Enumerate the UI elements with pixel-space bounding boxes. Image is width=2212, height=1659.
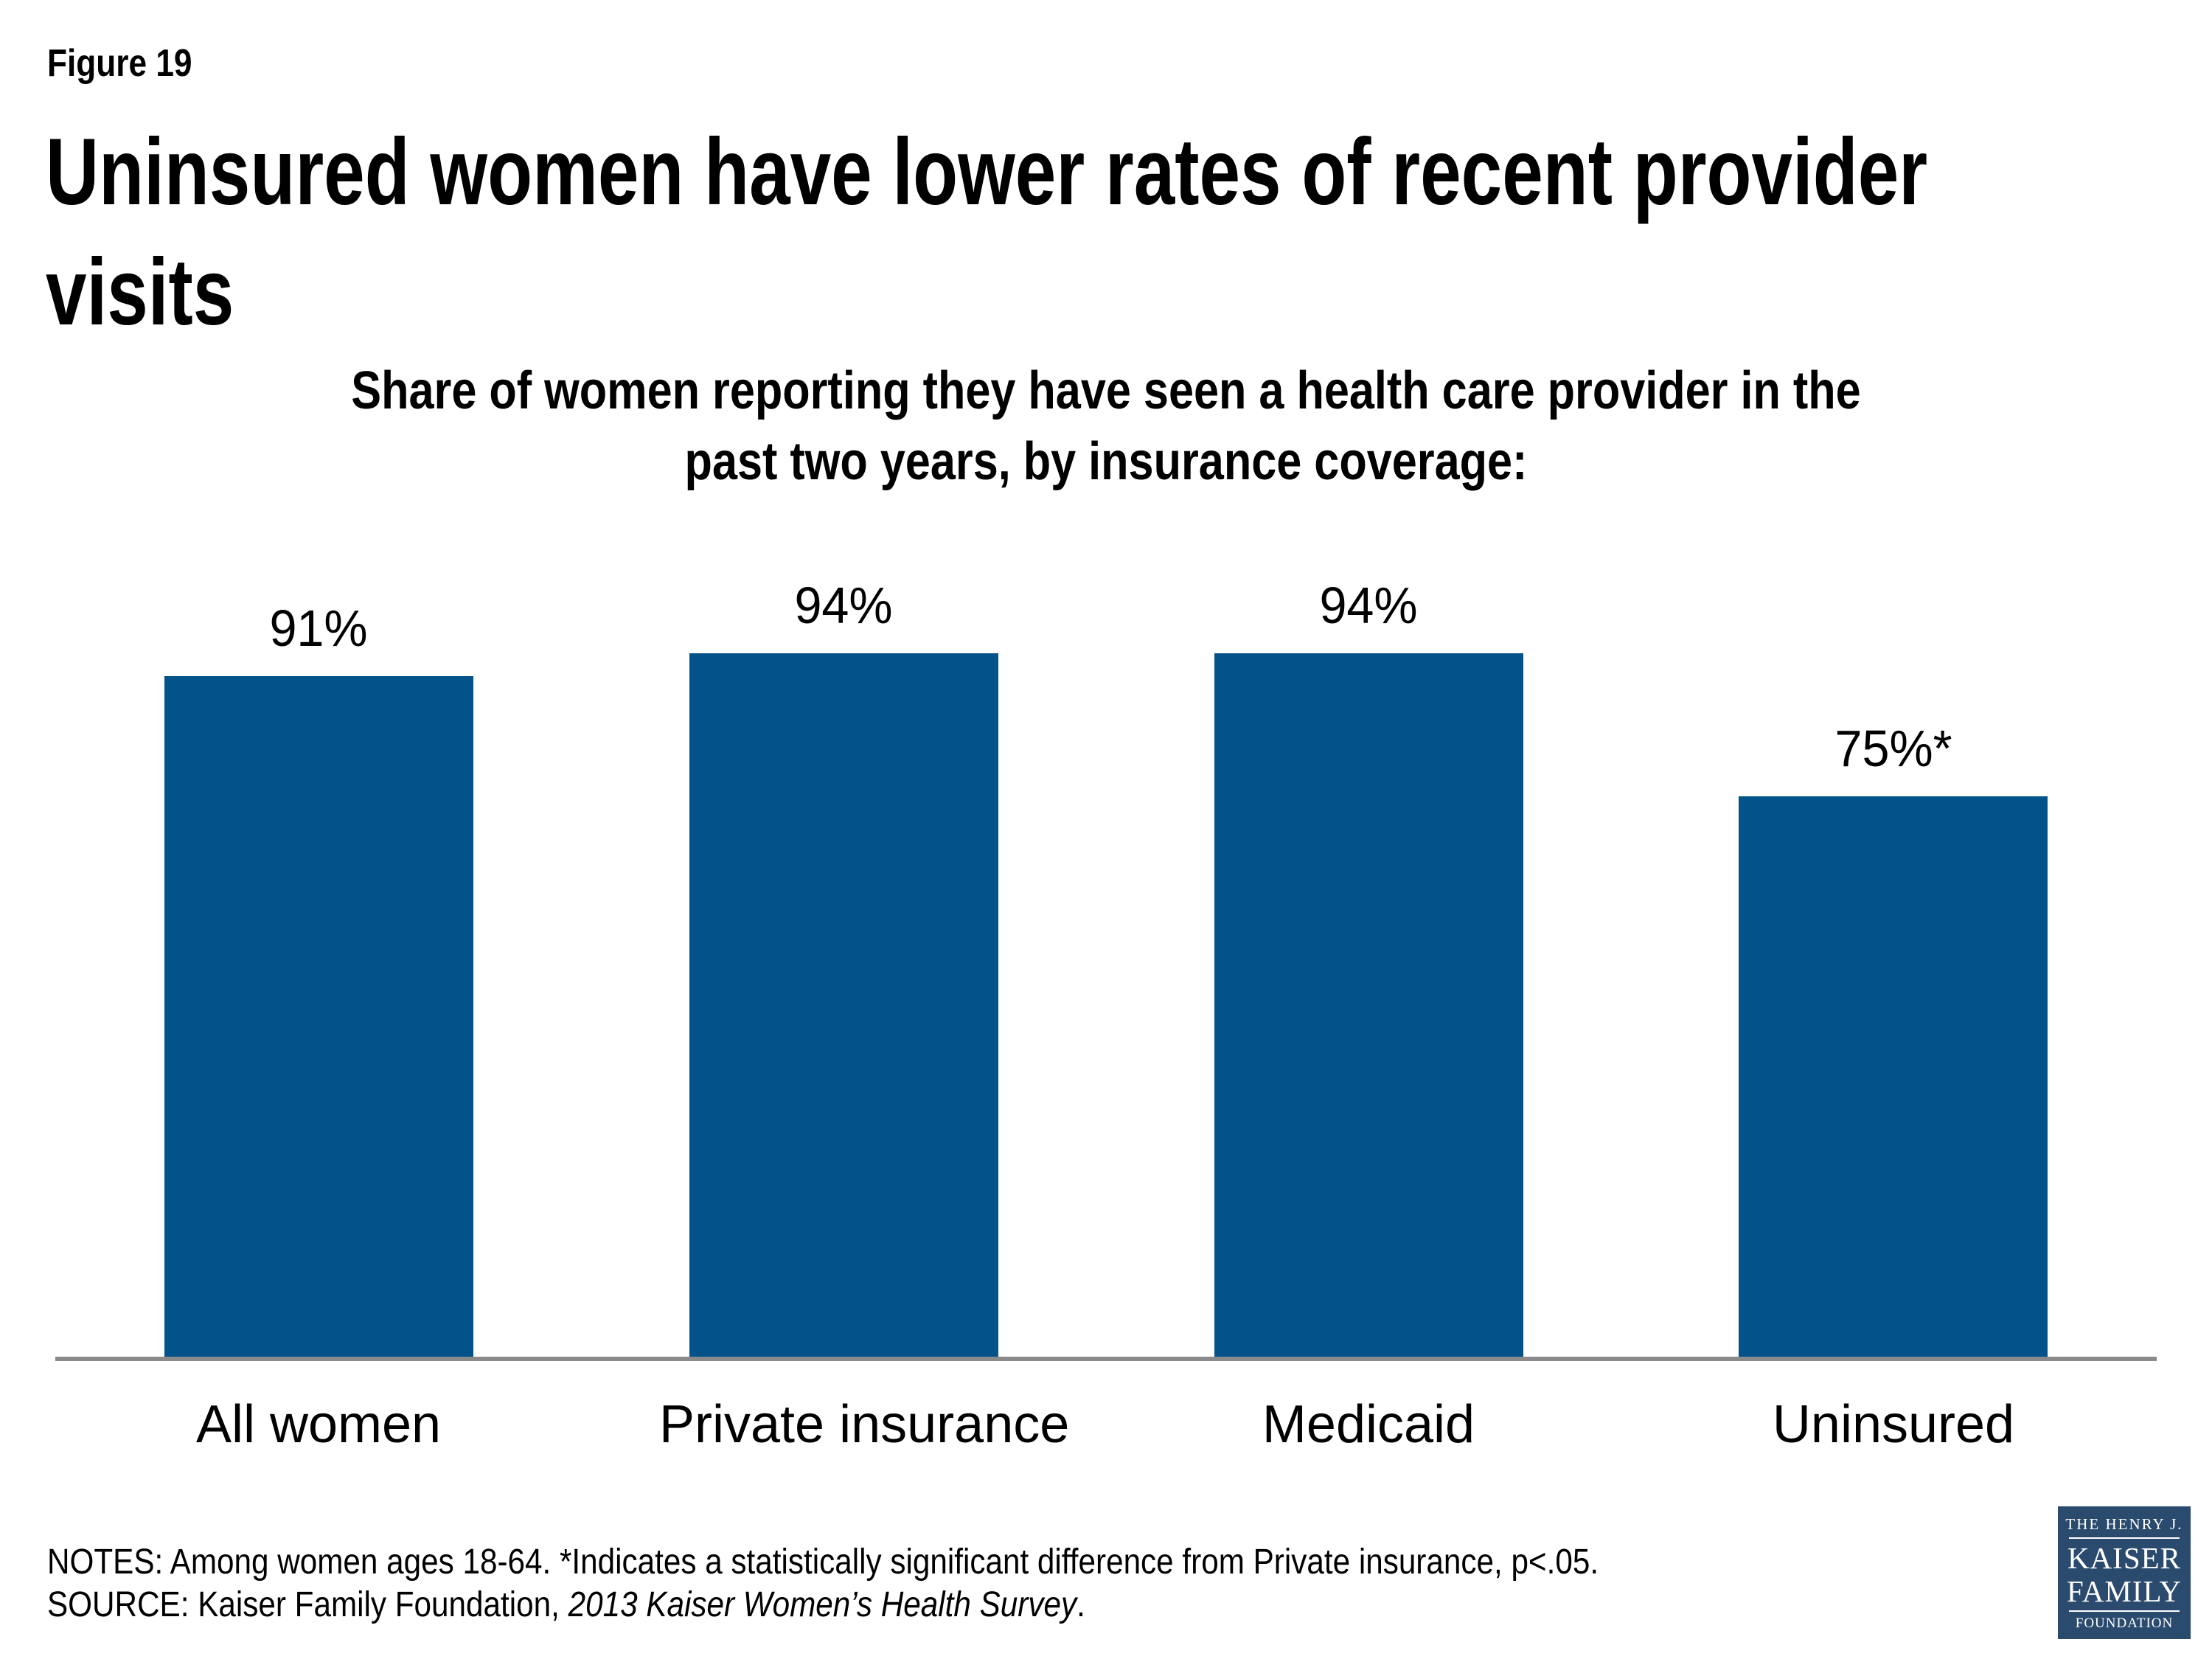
notes-line: NOTES: Among women ages 18-64. *Indicate… xyxy=(47,1543,1599,1582)
kff-foundation-logo: THE HENRY J. KAISER FAMILY FOUNDATION xyxy=(2058,1506,2191,1639)
source-prefix: SOURCE: Kaiser Family Foundation, xyxy=(47,1585,568,1624)
category-label-medicaid: Medicaid xyxy=(1262,1395,1475,1454)
page-title-line-1: Uninsured women have lower rates of rece… xyxy=(46,119,1928,225)
bar-private-insurance xyxy=(689,653,998,1359)
bar-all-women xyxy=(164,676,473,1359)
chart-subtitle-line-1: Share of women reporting they have seen … xyxy=(351,361,1861,420)
bar-value-uninsured: 75%* xyxy=(1834,720,1952,777)
logo-divider-bottom xyxy=(2069,1610,2180,1612)
category-label-all-women: All women xyxy=(195,1395,442,1454)
category-label-uninsured: Uninsured xyxy=(1772,1395,2015,1454)
figure-label: Figure 19 xyxy=(47,42,192,85)
source-survey-name: 2013 Kaiser Women’s Health Survey xyxy=(568,1585,1077,1624)
bar-uninsured xyxy=(1739,796,2048,1359)
bar-medicaid xyxy=(1214,653,1523,1359)
logo-line-henry-j: THE HENRY J. xyxy=(2065,1515,2183,1533)
logo-divider-top xyxy=(2069,1537,2180,1540)
bar-value-private-insurance: 94% xyxy=(794,577,893,634)
logo-line-family: FAMILY xyxy=(2066,1574,2183,1609)
chart-subtitle: Share of women reporting they have seen … xyxy=(166,355,2046,497)
source-line: SOURCE: Kaiser Family Foundation, 2013 K… xyxy=(47,1584,1599,1627)
bar-value-all-women: 91% xyxy=(269,599,368,657)
page-title-line-2: visits xyxy=(46,240,234,345)
source-suffix: . xyxy=(1077,1585,1085,1624)
category-label-private-insurance: Private insurance xyxy=(659,1395,1070,1454)
x-axis-line xyxy=(55,1357,2157,1361)
bar-value-medicaid: 94% xyxy=(1319,577,1418,634)
chart-subtitle-line-2: past two years, by insurance coverage: xyxy=(684,432,1528,491)
logo-line-foundation: FOUNDATION xyxy=(2075,1615,2174,1631)
page-title: Uninsured women have lower rates of rece… xyxy=(46,112,1927,352)
notes-block: NOTES: Among women ages 18-64. *Indicate… xyxy=(47,1541,1599,1627)
logo-line-kaiser: KAISER xyxy=(2067,1540,2182,1575)
